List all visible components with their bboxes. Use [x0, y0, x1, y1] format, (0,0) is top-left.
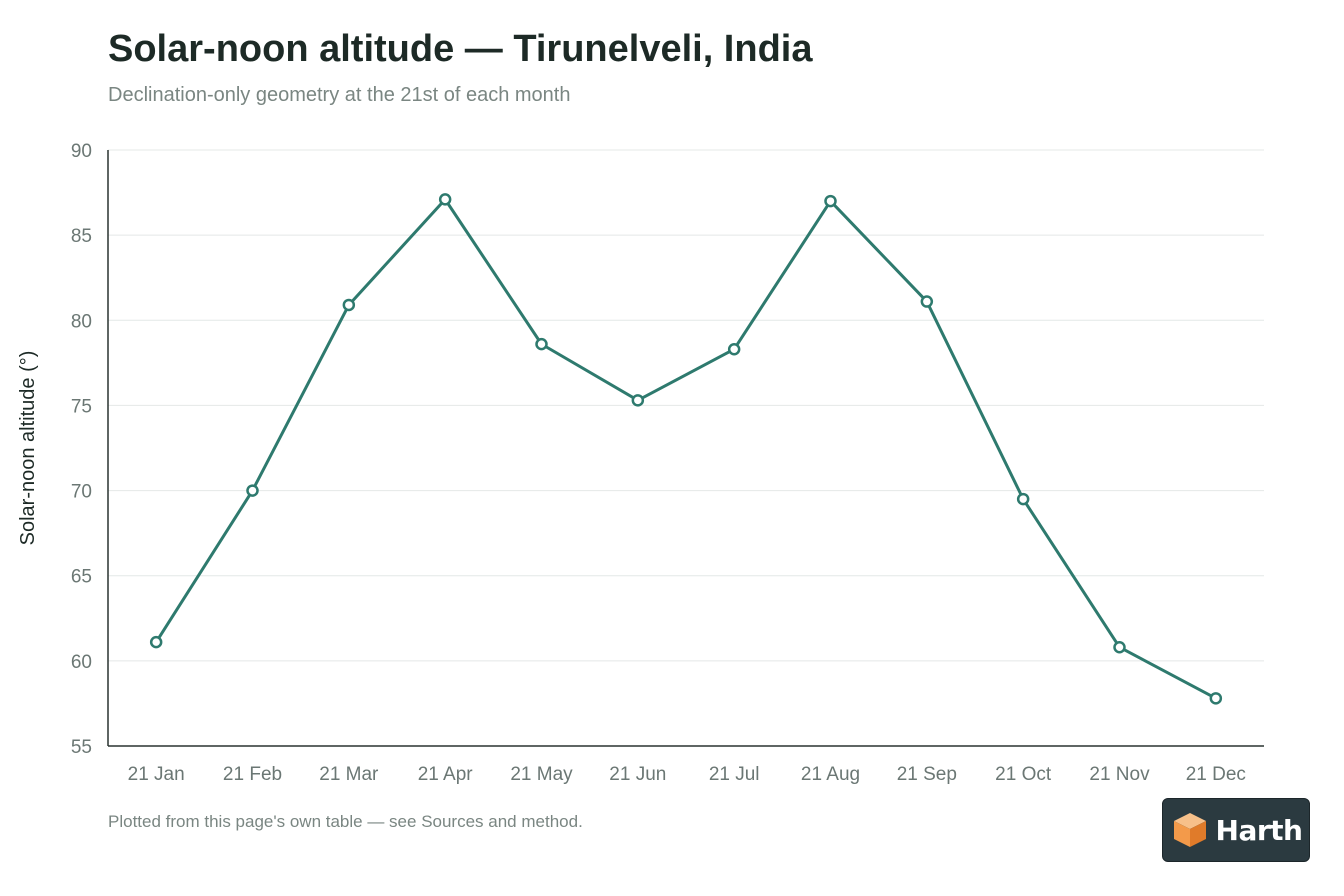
data-point[interactable]: [1016, 492, 1030, 506]
y-tick-label: 55: [71, 737, 92, 758]
x-tick-label: 21 Dec: [1186, 764, 1246, 785]
chart-subtitle: Declination-only geometry at the 21st of…: [108, 84, 571, 106]
x-tick-label: 21 Jun: [609, 764, 666, 785]
brand-badge[interactable]: Harth: [1162, 798, 1310, 862]
data-point[interactable]: [438, 193, 452, 206]
x-tick-label: 21 May: [510, 764, 573, 785]
x-tick-label: 21 Jul: [709, 764, 760, 785]
data-point[interactable]: [1209, 692, 1223, 705]
x-tick-label: 21 Apr: [418, 764, 474, 785]
data-point[interactable]: [727, 342, 741, 356]
x-tick-label: 21 Nov: [1089, 764, 1150, 785]
y-tick-label: 65: [71, 567, 92, 588]
series-group: [149, 193, 1223, 705]
y-axis-label: Solar-noon altitude (°): [17, 351, 39, 546]
gridlines: [108, 149, 1264, 662]
x-tick-label: 21 Sep: [897, 764, 957, 785]
data-point[interactable]: [246, 484, 259, 497]
y-tick-labels: 55 60 65 70 75 80 85 90: [71, 141, 92, 758]
y-tick-label: 80: [71, 311, 92, 332]
footnote: Plotted from this page's own table — see…: [108, 812, 583, 831]
x-tick-label: 21 Oct: [995, 764, 1052, 785]
y-tick-label: 70: [71, 482, 92, 503]
data-point[interactable]: [342, 298, 356, 312]
data-point[interactable]: [1113, 640, 1126, 654]
data-point[interactable]: [149, 635, 163, 649]
data-point[interactable]: [824, 194, 837, 208]
y-tick-label: 60: [71, 652, 92, 673]
x-tick-label: 21 Aug: [801, 764, 860, 785]
chart-title: Solar-noon altitude — Tirunelveli, India: [108, 28, 813, 70]
x-tick-label: 21 Jan: [128, 764, 185, 785]
x-tick-label: 21 Mar: [319, 764, 379, 785]
series-line: [154, 197, 1217, 700]
brand-name: Harth: [1215, 813, 1303, 847]
data-point[interactable]: [631, 394, 645, 407]
x-tick-labels: 21 Jan 21 Feb 21 Mar 21 Apr 21 May 21 Jun 21 J…: [128, 764, 1246, 785]
data-point[interactable]: [920, 295, 934, 308]
axes: [107, 150, 1264, 747]
y-tick-label: 85: [71, 226, 92, 247]
cube-logo-icon: [1173, 813, 1206, 847]
line-chart: 55 60 65 70 75 80 85 90 21 Jan 21 Feb 21 Mar 21 Ap…: [17, 141, 1264, 785]
y-tick-label: 90: [71, 141, 92, 162]
y-tick-label: 75: [71, 396, 92, 417]
data-point[interactable]: [535, 337, 548, 351]
x-tick-label: 21 Feb: [223, 764, 282, 785]
